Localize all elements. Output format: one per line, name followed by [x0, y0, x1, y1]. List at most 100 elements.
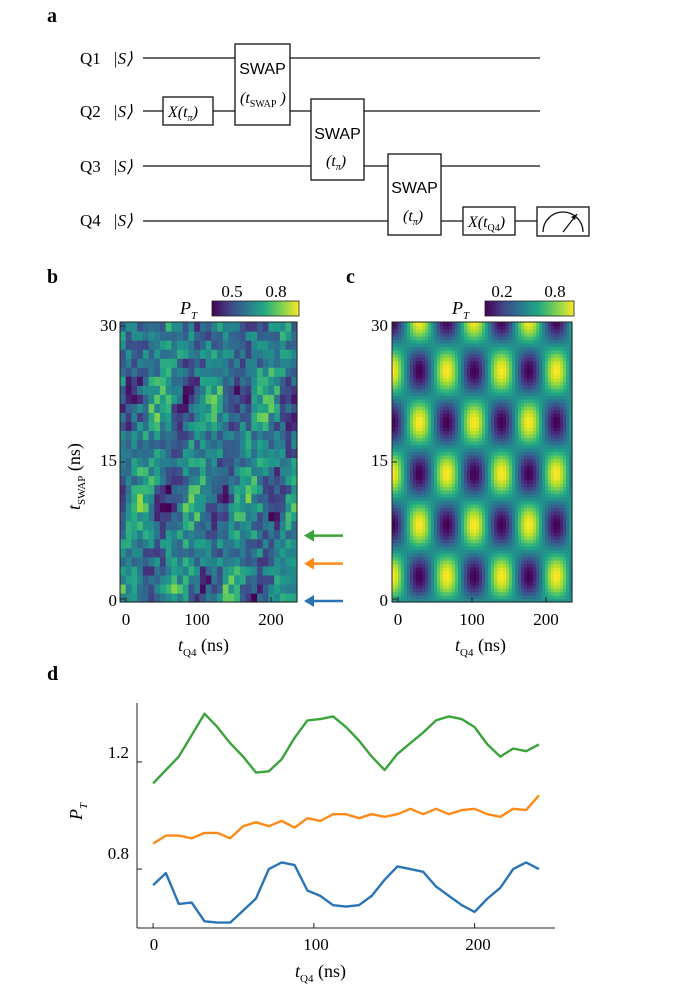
- heatmap-c-cell: [548, 598, 552, 603]
- heatmap-b-cell: [154, 484, 161, 495]
- heatmap-c-cell: [440, 535, 444, 540]
- heatmap-c-cell: [512, 451, 516, 456]
- heatmap-c-cell: [503, 434, 507, 439]
- heatmap-c-cell: [497, 388, 501, 393]
- heatmap-c-cell: [413, 444, 417, 449]
- heatmap-c-cell: [404, 553, 408, 558]
- heatmap-c-cell: [464, 493, 468, 498]
- heatmap-c-cell: [452, 584, 456, 589]
- heatmap-c-cell: [464, 577, 468, 582]
- heatmap-c-cell: [425, 563, 429, 568]
- heatmap-c-cell: [437, 469, 441, 474]
- heatmap-c-cell: [464, 535, 468, 540]
- heatmap-c-cell: [482, 490, 486, 495]
- heatmap-c-cell: [569, 581, 573, 586]
- heatmap-b-cell: [257, 475, 264, 486]
- heatmap-c-cell: [452, 476, 456, 481]
- heatmap-b-cell: [251, 340, 258, 350]
- heatmap-c-cell: [539, 507, 543, 512]
- heatmap-c-cell: [557, 402, 561, 407]
- heatmap-b-cell: [222, 430, 230, 441]
- heatmap-b-cell: [177, 484, 184, 495]
- heatmap-c-cell: [479, 556, 483, 561]
- heatmap-c-cell: [473, 504, 477, 509]
- heatmap-c-cell: [392, 420, 396, 425]
- heatmap-b-cell: [291, 556, 298, 567]
- heatmap-c-cell: [542, 532, 546, 537]
- heatmap-b-cell: [188, 556, 195, 567]
- heatmap-b-cell: [159, 421, 167, 431]
- heatmap-c-cell: [494, 570, 498, 575]
- heatmap-c-cell: [488, 493, 492, 498]
- heatmap-c-cell: [503, 518, 507, 523]
- heatmap-c-cell: [530, 490, 534, 495]
- heatmap-b-cell: [285, 583, 292, 594]
- heatmap-c-cell: [536, 546, 540, 551]
- heatmap-b-cell: [217, 592, 224, 603]
- heatmap-c-cell: [392, 525, 396, 530]
- heatmap-c-cell: [530, 595, 534, 600]
- heatmap-c-cell: [509, 598, 513, 603]
- heatmap-c-cell: [548, 455, 552, 460]
- heatmap-c-cell: [542, 567, 546, 572]
- heatmap-c-cell: [476, 497, 480, 502]
- heatmap-b-cell: [245, 385, 252, 395]
- heatmap-c-cell: [521, 525, 525, 530]
- heatmap-c-cell: [542, 465, 546, 470]
- heatmap-c-cell: [398, 472, 402, 477]
- heatmap-c-cell: [485, 448, 489, 453]
- heatmap-b-cell: [228, 457, 235, 468]
- heatmap-c-cell: [473, 549, 477, 554]
- heatmap-b-cell: [239, 340, 247, 350]
- heatmap-c-cell: [524, 479, 528, 484]
- heatmap-c-cell: [506, 465, 510, 470]
- heatmap-c-cell: [512, 388, 516, 393]
- heatmap-c-cell: [428, 497, 432, 502]
- heatmap-c-cell: [449, 507, 453, 512]
- heatmap-c-cell: [557, 374, 561, 379]
- heatmap-c-cell: [536, 444, 540, 449]
- heatmap-c-cell: [473, 486, 477, 491]
- b-colorbar-tick-1: 0.8: [265, 282, 286, 301]
- heatmap-c-cell: [554, 416, 558, 421]
- heatmap-c-cell: [461, 542, 465, 547]
- heatmap-c-cell: [503, 371, 507, 376]
- heatmap-c-cell: [482, 455, 486, 460]
- heatmap-c-cell: [476, 521, 480, 526]
- heatmap-c-cell: [509, 406, 513, 411]
- heatmap-c-cell: [452, 423, 456, 428]
- heatmap-c-cell: [554, 402, 558, 407]
- heatmap-c-cell: [407, 507, 411, 512]
- heatmap-c-cell: [563, 413, 567, 418]
- heatmap-c-cell: [443, 525, 447, 530]
- heatmap-b-cell: [148, 565, 155, 576]
- heatmap-c-cell: [443, 570, 447, 575]
- heatmap-c-cell: [497, 546, 501, 551]
- heatmap-b-cell: [182, 574, 190, 585]
- heatmap-c-cell: [494, 451, 498, 456]
- heatmap-c-cell: [398, 385, 402, 390]
- heatmap-c-cell: [563, 514, 567, 519]
- heatmap-c-cell: [554, 434, 558, 439]
- heatmap-c-cell: [443, 430, 447, 435]
- heatmap-c-cell: [521, 388, 525, 393]
- heatmap-c-cell: [569, 553, 573, 558]
- heatmap-b-cell: [279, 493, 287, 504]
- heatmap-c-cell: [500, 556, 504, 561]
- heatmap-c-cell: [407, 521, 411, 526]
- heatmap-b-cell: [120, 394, 127, 404]
- heatmap-c-cell: [407, 497, 411, 502]
- heatmap-c-cell: [500, 448, 504, 453]
- heatmap-c-cell: [548, 476, 552, 481]
- heatmap-c-cell: [470, 493, 474, 498]
- heatmap-c-cell: [422, 448, 426, 453]
- heatmap-c-cell: [452, 588, 456, 593]
- heatmap-b-cell: [205, 565, 212, 576]
- heatmap-c-cell: [500, 504, 504, 509]
- heatmap-c-cell: [434, 574, 438, 579]
- heatmap-b-cell: [257, 511, 264, 522]
- gate-swap-3: [387, 153, 442, 236]
- heatmap-c-cell: [395, 392, 399, 397]
- heatmap-c-cell: [509, 437, 513, 442]
- heatmap-b-cell: [120, 385, 127, 395]
